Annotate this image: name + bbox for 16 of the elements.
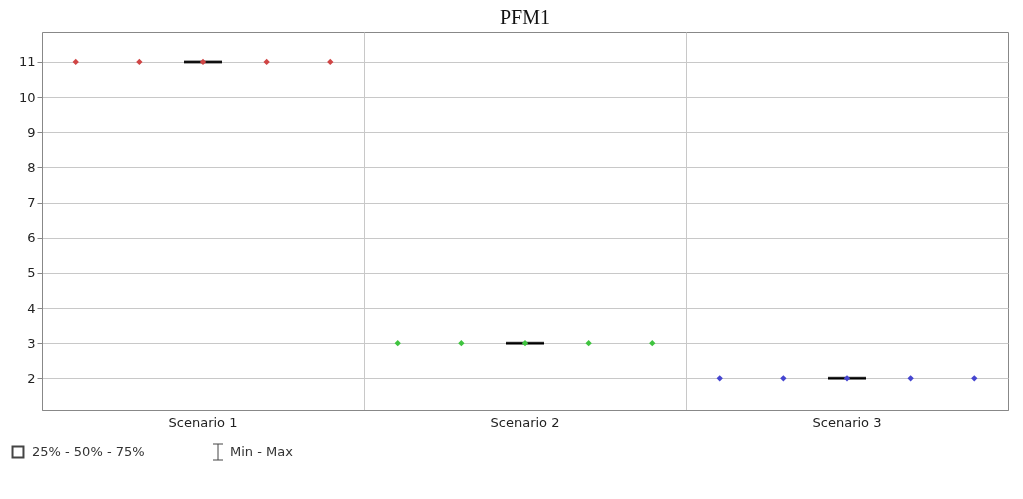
y-tick-label: 8 <box>27 159 36 175</box>
y-tick-label: 6 <box>27 230 36 246</box>
text: Min - Max <box>230 444 294 459</box>
x-tick-label: Scenario 2 <box>490 414 560 430</box>
x-tick-label: Scenario 1 <box>168 414 238 430</box>
y-tick-label: 10 <box>18 89 36 105</box>
y-tick-label: 5 <box>27 265 36 281</box>
y-tick-label: 9 <box>27 124 36 140</box>
legend-label: 25% - 50% - 75% <box>32 444 145 459</box>
y-tick-label: 11 <box>18 54 36 70</box>
x-tick-label: Scenario 3 <box>812 414 882 430</box>
y-tick-label: 3 <box>27 335 36 351</box>
y-tick-label: 4 <box>27 300 36 316</box>
y-tick-label: 2 <box>27 370 36 386</box>
y-tick-label: 7 <box>27 195 36 211</box>
chart-title: PFM1 <box>499 6 551 28</box>
